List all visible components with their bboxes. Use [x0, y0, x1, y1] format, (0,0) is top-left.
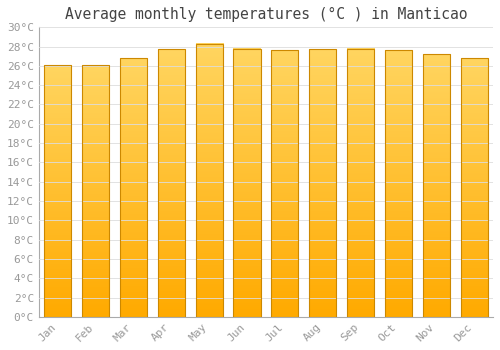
Bar: [196, 44, 223, 317]
Bar: [234, 49, 260, 317]
Bar: [271, 50, 298, 317]
Bar: [44, 65, 72, 317]
Bar: [347, 49, 374, 317]
Bar: [158, 49, 185, 317]
Bar: [82, 65, 109, 317]
Title: Average monthly temperatures (°C ) in Manticao: Average monthly temperatures (°C ) in Ma…: [64, 7, 467, 22]
Bar: [422, 54, 450, 317]
Bar: [460, 58, 488, 317]
Bar: [385, 50, 412, 317]
Bar: [309, 49, 336, 317]
Bar: [120, 58, 147, 317]
